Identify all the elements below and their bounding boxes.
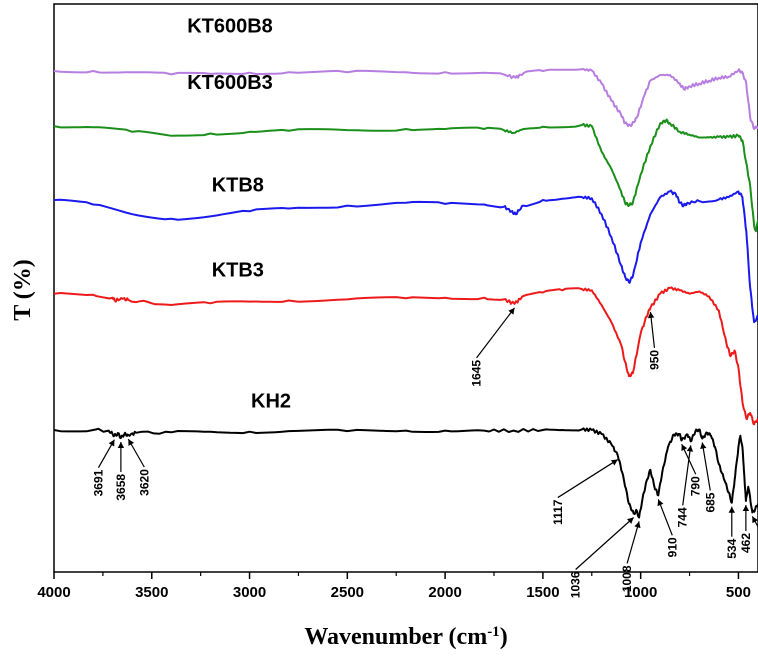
x-axis-ticks: 4000 3500 3000 2500 2000 1500 1000 500: [37, 572, 751, 601]
series-line-ktb3: [53, 286, 758, 426]
peak-arrow-head-3658: [117, 441, 125, 448]
peak-annotation-685: 685: [700, 442, 717, 513]
plot-frame: [53, 3, 758, 573]
series-labels: KT600B8 KT600B3 KTB8 KTB3 KH2: [187, 15, 291, 412]
series-label-kt600b3: KT600B3: [187, 72, 273, 94]
annotation-layer: 3691 3658 3620 1645 950 1117 1036 1008 910 790 744…: [91, 307, 758, 598]
x-axis-title: Wavenumber (cm-1): [304, 624, 507, 650]
peak-label-3658: 3658: [114, 474, 128, 501]
x-tick-label-4000: 4000: [37, 584, 70, 601]
x-tick-label-3500: 3500: [135, 584, 168, 601]
x-tick-label-1500: 1500: [526, 584, 559, 601]
peak-label-790: 790: [689, 476, 703, 496]
peak-arrow-head-744: [686, 445, 694, 452]
peak-annotation-462: 462: [739, 505, 753, 553]
peak-arrow-line-910: [657, 499, 673, 536]
peak-annotation-1645: 1645: [470, 307, 516, 387]
peak-annotation-3620: 3620: [127, 438, 151, 496]
y-axis-title: T (%): [10, 259, 36, 321]
peak-annotation-534: 534: [725, 506, 739, 559]
peak-label-910: 910: [665, 537, 679, 557]
peak-arrow-line-1645: [476, 307, 516, 359]
peak-annotation-1117: 1117: [551, 459, 619, 525]
peak-annotation-910: 910: [657, 499, 679, 557]
x-axis-title-base: Wavenumber (cm: [304, 624, 487, 650]
peak-label-462: 462: [739, 533, 753, 553]
peak-annotation-3658: 3658: [114, 441, 128, 501]
peak-arrow-head-1117: [611, 459, 618, 466]
peak-label-1036: 1036: [569, 571, 583, 598]
peak-arrow-head-534: [728, 506, 735, 513]
series-line-kt600b8: [53, 68, 758, 130]
series-line-ktb8: [53, 189, 758, 324]
peak-arrow-line-744: [682, 445, 692, 506]
series-label-ktb3: KTB3: [212, 260, 264, 282]
peak-arrow-head-1036: [627, 517, 634, 524]
peak-annotation-3691: 3691: [91, 439, 115, 496]
peak-annotation-744: 744: [676, 445, 694, 527]
peak-arrow-head-462: [742, 505, 750, 511]
peak-label-685: 685: [703, 492, 717, 512]
peak-label-534: 534: [725, 538, 739, 558]
peak-arrow-head-1008: [634, 521, 641, 529]
peak-arrow-head-910: [657, 499, 664, 507]
x-tick-label-2500: 2500: [331, 584, 364, 601]
x-tick-label-3000: 3000: [233, 584, 266, 601]
peak-arrow-head-950: [647, 311, 655, 319]
peak-arrow-line-1117: [557, 459, 619, 499]
peak-label-1117: 1117: [551, 499, 565, 525]
peak-arrow-head-429: [752, 516, 758, 524]
peak-annotation-429: 429: [751, 516, 758, 560]
series-layer: [53, 68, 758, 519]
x-tick-label-500: 500: [726, 584, 751, 601]
peak-annotation-1008: 1008: [620, 521, 641, 592]
peak-arrow-line-1008: [626, 521, 640, 564]
peak-arrow-line-685: [701, 442, 711, 491]
x-tick-label-2000: 2000: [428, 584, 461, 601]
peak-label-3620: 3620: [137, 469, 151, 496]
peak-annotation-950: 950: [647, 311, 661, 370]
peak-label-744: 744: [676, 507, 690, 527]
x-axis-title-end: ): [500, 624, 508, 650]
peak-label-950: 950: [647, 350, 661, 370]
series-label-kt600b8: KT600B8: [187, 15, 273, 37]
series-line-kh2: [53, 427, 758, 519]
peak-arrow-head-790: [681, 444, 688, 452]
peak-label-3691: 3691: [91, 469, 105, 496]
peak-arrow-head-3620: [128, 439, 135, 446]
series-line-kt600b3: [53, 118, 758, 233]
x-axis-title-superscript: -1: [487, 624, 500, 640]
peak-arrow-line-1036: [575, 517, 635, 570]
peak-arrow-head-1645: [508, 307, 515, 315]
x-tick-label-1000: 1000: [624, 584, 657, 601]
peak-arrow-head-685: [700, 442, 707, 449]
peak-label-1645: 1645: [470, 360, 484, 387]
peak-arrow-line-950: [649, 311, 656, 348]
peak-annotation-1036: 1036: [569, 517, 635, 598]
series-label-kh2: KH2: [251, 390, 291, 412]
series-label-ktb8: KTB8: [212, 174, 264, 196]
peak-arrow-head-3691: [108, 439, 115, 447]
peak-label-1008: 1008: [620, 565, 634, 592]
